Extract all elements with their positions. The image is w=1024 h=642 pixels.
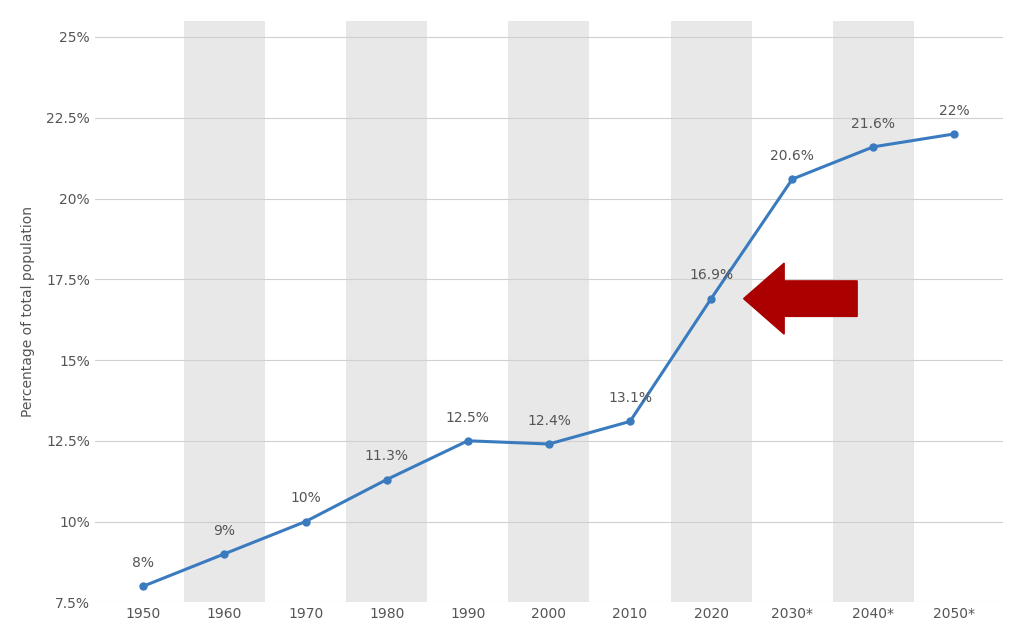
Text: 20.6%: 20.6% <box>770 149 814 163</box>
Text: 8%: 8% <box>132 556 155 570</box>
Y-axis label: Percentage of total population: Percentage of total population <box>20 206 35 417</box>
Text: 9%: 9% <box>213 524 236 538</box>
Text: 13.1%: 13.1% <box>608 391 652 405</box>
Text: 10%: 10% <box>290 491 321 505</box>
Bar <box>508 21 590 602</box>
Bar <box>346 21 427 602</box>
Text: 21.6%: 21.6% <box>851 117 895 131</box>
Text: 16.9%: 16.9% <box>689 268 733 282</box>
Bar <box>833 21 914 602</box>
Text: 12.4%: 12.4% <box>527 414 570 428</box>
FancyArrow shape <box>743 263 857 334</box>
Text: 11.3%: 11.3% <box>365 449 409 464</box>
Bar <box>184 21 265 602</box>
Text: 22%: 22% <box>939 104 970 117</box>
Bar <box>671 21 752 602</box>
Text: 12.5%: 12.5% <box>445 411 489 424</box>
